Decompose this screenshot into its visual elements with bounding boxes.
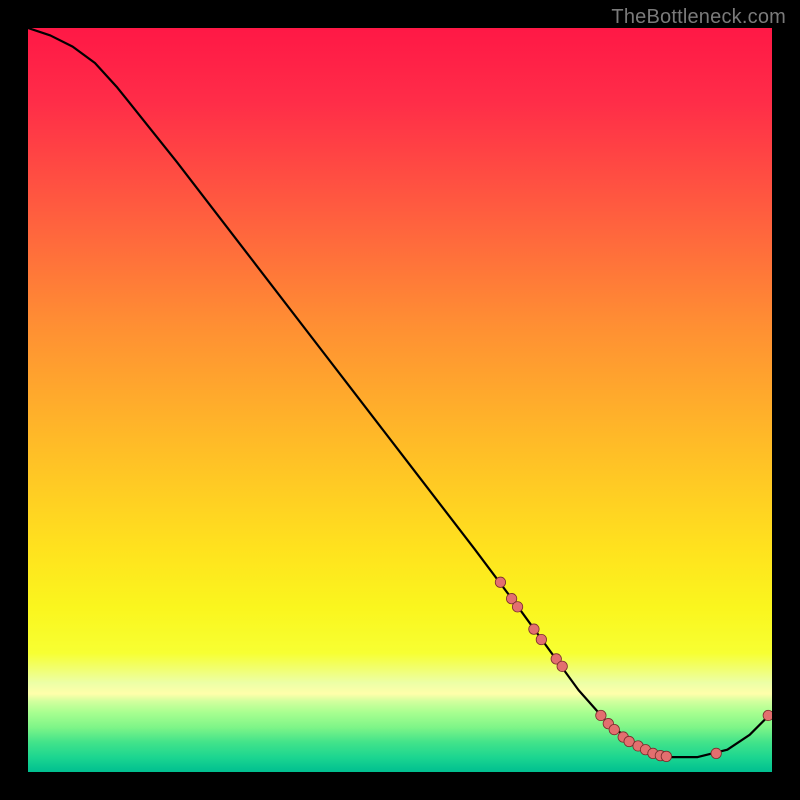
data-marker <box>495 577 505 587</box>
data-marker <box>661 751 671 761</box>
plot-area <box>28 28 772 772</box>
data-marker <box>763 710 772 720</box>
data-marker <box>596 710 606 720</box>
data-marker <box>512 602 522 612</box>
data-marker <box>609 724 619 734</box>
bottleneck-chart <box>28 28 772 772</box>
data-marker <box>529 624 539 634</box>
data-marker <box>536 634 546 644</box>
watermark-text: TheBottleneck.com <box>611 6 786 29</box>
data-marker <box>711 748 721 758</box>
chart-frame: TheBottleneck.com <box>0 0 800 800</box>
gradient-background <box>28 28 772 772</box>
data-marker <box>557 661 567 671</box>
